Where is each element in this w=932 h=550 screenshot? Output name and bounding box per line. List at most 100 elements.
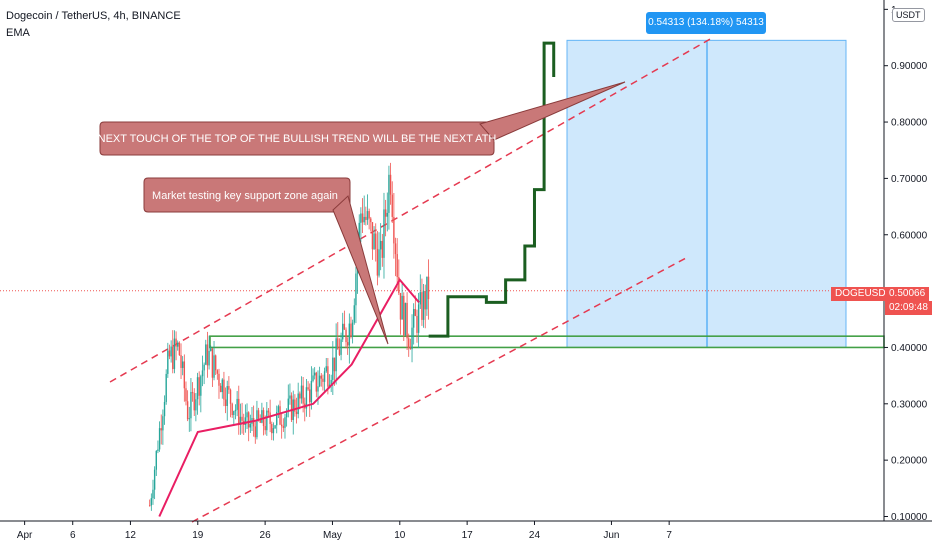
candle-body xyxy=(353,305,355,323)
candle-body xyxy=(373,233,375,250)
candle-body xyxy=(297,393,299,415)
x-tick-label: May xyxy=(323,530,342,541)
candle-body xyxy=(422,290,425,320)
candle-body xyxy=(256,410,258,438)
candle-body xyxy=(186,401,189,420)
candle-body xyxy=(175,338,177,347)
candle-body xyxy=(219,385,222,393)
candle-body xyxy=(271,423,273,434)
candle-body xyxy=(279,406,281,425)
candle-body xyxy=(328,384,331,387)
candle-body xyxy=(409,348,412,350)
callout-support-pointer xyxy=(332,195,389,345)
candle-body xyxy=(239,416,242,426)
candle-body xyxy=(313,372,316,376)
candle-body xyxy=(386,212,388,217)
candle-body xyxy=(411,327,413,350)
candle-body xyxy=(343,323,346,330)
candle-body xyxy=(191,392,194,394)
candle-body xyxy=(375,233,377,249)
candle-body xyxy=(274,425,276,429)
candle-body xyxy=(214,355,217,371)
candle-body xyxy=(388,174,390,213)
candle-body xyxy=(233,411,235,416)
candle-body xyxy=(172,346,174,370)
candle-body xyxy=(427,276,430,300)
candle-body xyxy=(165,373,167,402)
candle-body xyxy=(394,243,397,255)
currency-button[interactable]: USDT xyxy=(892,8,925,22)
candle-body xyxy=(170,346,172,357)
candle-body xyxy=(148,505,151,507)
candle-body xyxy=(300,385,303,399)
candle-body xyxy=(320,375,322,379)
lower-trend-line xyxy=(191,257,687,523)
candle-body xyxy=(269,412,271,424)
candle-body xyxy=(188,418,190,420)
symbol-title: Dogecoin / TetherUS, 4h, BINANCE xyxy=(6,10,181,22)
candle-body xyxy=(249,423,252,428)
candle-body xyxy=(254,426,256,438)
candle-body xyxy=(290,395,293,420)
candle-body xyxy=(399,293,402,320)
candle-body xyxy=(231,403,233,416)
candle-body xyxy=(393,216,395,244)
candle-body xyxy=(221,379,223,393)
y-tick-label: 0.60000 xyxy=(891,230,928,241)
candle-body xyxy=(338,349,341,355)
candle-body xyxy=(318,375,321,387)
candle-body xyxy=(229,389,232,404)
candle-body xyxy=(368,211,370,219)
last-price-tag: 0.50066 xyxy=(885,287,930,301)
candle-body xyxy=(345,329,347,343)
x-tick-label: 10 xyxy=(394,530,406,541)
candle-body xyxy=(309,389,311,403)
candle-body xyxy=(238,398,240,426)
candle-body xyxy=(406,302,408,339)
candle-body xyxy=(200,376,202,396)
candle-body xyxy=(376,248,379,276)
candle-body xyxy=(282,426,285,428)
candle-body xyxy=(157,449,159,451)
candle-body xyxy=(213,355,215,378)
candle-body xyxy=(190,392,192,419)
candle-body xyxy=(391,194,393,217)
candle-body xyxy=(335,338,337,372)
upper-trend-line xyxy=(109,37,713,383)
candle-body xyxy=(295,411,298,415)
y-tick-label: 0.30000 xyxy=(891,399,928,410)
candle-body xyxy=(158,428,161,450)
candle-body xyxy=(315,372,318,392)
candle-body xyxy=(246,412,248,418)
candle-body xyxy=(350,323,352,337)
candle-body xyxy=(365,216,367,220)
candle-body xyxy=(378,249,380,276)
candle-body xyxy=(153,469,156,490)
candle-body xyxy=(327,366,329,387)
x-tick-label: 24 xyxy=(529,530,541,541)
candle-body xyxy=(285,411,288,418)
candle-body xyxy=(152,489,154,499)
candle-body xyxy=(323,371,326,382)
candle-body xyxy=(150,498,153,506)
candle-body xyxy=(416,315,418,333)
candle-body xyxy=(322,378,324,382)
countdown-tag: 02:09:48 xyxy=(885,301,932,315)
candle-body xyxy=(228,386,230,390)
candle-body xyxy=(280,424,283,427)
candle-body xyxy=(421,292,423,320)
candle-body xyxy=(355,273,357,306)
callout-support: Market testing key support zone again xyxy=(143,177,389,345)
candle-body xyxy=(371,222,374,250)
candle-body xyxy=(167,350,169,374)
candle-body xyxy=(252,418,255,427)
candle-body xyxy=(299,393,301,399)
x-tick-label: 17 xyxy=(462,530,474,541)
candle-body xyxy=(195,399,197,411)
candle-body xyxy=(241,416,243,421)
y-tick-label: 0.70000 xyxy=(891,174,928,185)
candle-body xyxy=(398,277,400,294)
candle-body xyxy=(379,240,382,250)
candle-body xyxy=(205,344,207,365)
